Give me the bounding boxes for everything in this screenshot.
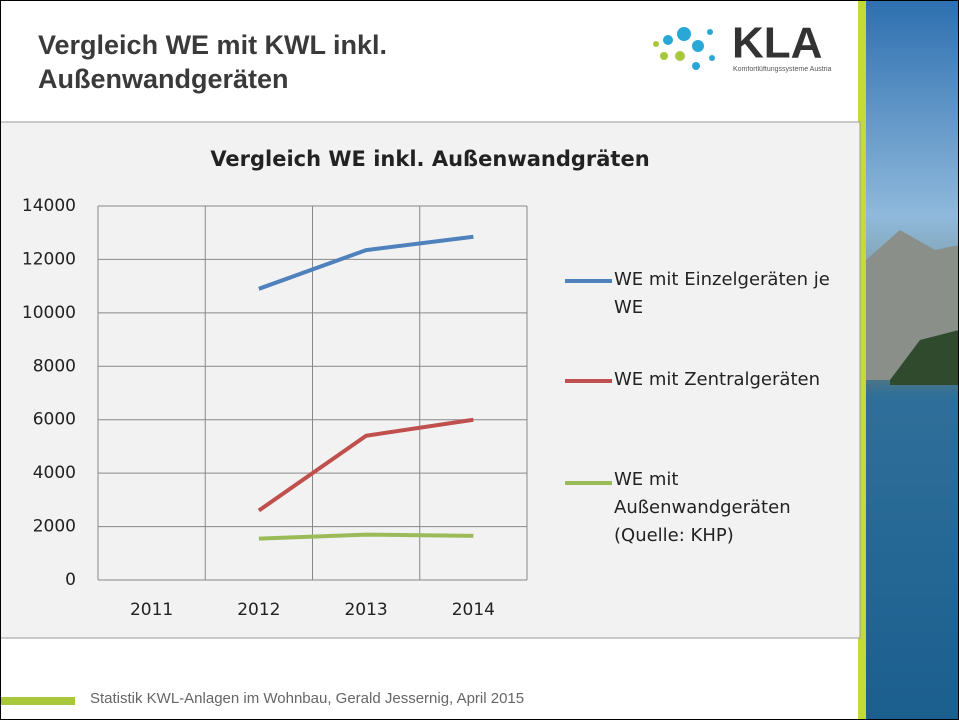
y-tick-label: 12000 bbox=[22, 249, 76, 269]
legend-label: WE mit Außenwandgeräten (Quelle: KHP) bbox=[614, 469, 791, 546]
y-tick-label: 10000 bbox=[22, 303, 76, 323]
x-tick-label: 2013 bbox=[344, 600, 387, 620]
logo-dot bbox=[709, 55, 715, 61]
chart-title: Vergleich WE inkl. Außenwandgräten bbox=[210, 147, 649, 171]
footer-bar bbox=[0, 697, 75, 705]
logo-dot bbox=[663, 35, 673, 45]
chart: Vergleich WE inkl. Außenwandgräten 0 2000… bbox=[22, 147, 650, 620]
footer: Statistik KWL-Anlagen im Wohnbau, Gerald… bbox=[90, 690, 525, 707]
logo-tagline-box: Komfortlüftungssysteme Austria bbox=[733, 66, 832, 73]
chart-area bbox=[0, 121, 861, 639]
y-tick-label: 8000 bbox=[33, 356, 76, 376]
logo-name: KLA bbox=[732, 19, 822, 68]
logo-dot bbox=[707, 29, 713, 35]
logo-dot bbox=[653, 41, 659, 47]
legend-label: WE mit Einzelgeräten je WE bbox=[614, 269, 830, 318]
x-tick-label: 2011 bbox=[130, 600, 173, 620]
slide-title: Vergleich WE mit KWL inkl. Außenwandgerä… bbox=[38, 30, 388, 94]
legend-label: WE mit Zentralgeräten bbox=[614, 369, 820, 390]
y-tick-label: 4000 bbox=[33, 463, 76, 483]
forest bbox=[890, 330, 959, 385]
series-line bbox=[258, 234, 474, 291]
series-line bbox=[257, 417, 474, 513]
logo-dot bbox=[677, 27, 691, 41]
logo-dot bbox=[675, 51, 685, 61]
y-tick-label: 14000 bbox=[22, 196, 76, 216]
series-line bbox=[258, 532, 474, 541]
x-tick-label: 2014 bbox=[452, 600, 495, 620]
logo-dot bbox=[692, 62, 700, 70]
logo-dot bbox=[692, 40, 704, 52]
logo-dot bbox=[660, 52, 668, 60]
accent-strip bbox=[858, 0, 866, 720]
logo: KLA Komfortlüftungssysteme Austria bbox=[653, 19, 832, 73]
logo-tagline: Komfortlüftungssysteme Austria bbox=[733, 66, 832, 73]
y-tick-label: 2000 bbox=[33, 517, 76, 537]
y-tick-label: 0 bbox=[65, 570, 76, 590]
y-tick-label: 6000 bbox=[33, 410, 76, 430]
x-tick-label: 2012 bbox=[237, 600, 280, 620]
